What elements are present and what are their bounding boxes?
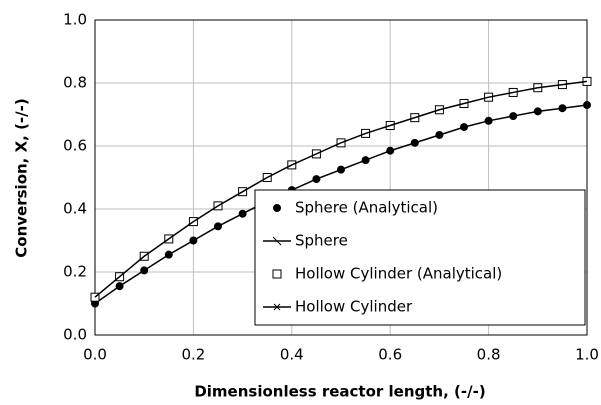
y-tick-label: 1.0: [63, 11, 87, 29]
x-tick-label: 0.4: [280, 346, 304, 364]
y-axis-label: Conversion, X, (-/-): [13, 98, 31, 257]
y-tick-label: 0.8: [63, 74, 87, 92]
x-axis-label: Dimensionless reactor length, (-/-): [194, 383, 485, 401]
legend-marker: [272, 236, 282, 246]
x-tick-label: 0.2: [181, 346, 205, 364]
legend-marker: [273, 204, 281, 212]
legend-marker: [273, 303, 281, 311]
legend-label: Sphere (Analytical): [295, 199, 438, 217]
x-tick-label: 0.0: [83, 346, 107, 364]
y-tick-label: 0.2: [63, 263, 87, 281]
series-line: [94, 80, 588, 298]
series-line: [94, 104, 588, 305]
legend-box: [254, 189, 586, 326]
legend-label: Hollow Cylinder: [295, 298, 413, 316]
y-tick-label: 0.6: [63, 137, 87, 155]
legend-label: Sphere: [295, 232, 348, 250]
plot-border: [94, 19, 588, 336]
y-tick-label: 0.4: [63, 200, 87, 218]
x-tick-label: 1.0: [575, 346, 599, 364]
x-tick-label: 0.8: [477, 346, 501, 364]
x-tick-label: 0.6: [378, 346, 402, 364]
legend-marker: [272, 269, 282, 279]
legend-label: Hollow Cylinder (Analytical): [295, 265, 502, 283]
y-tick-label: 0.0: [63, 326, 87, 344]
